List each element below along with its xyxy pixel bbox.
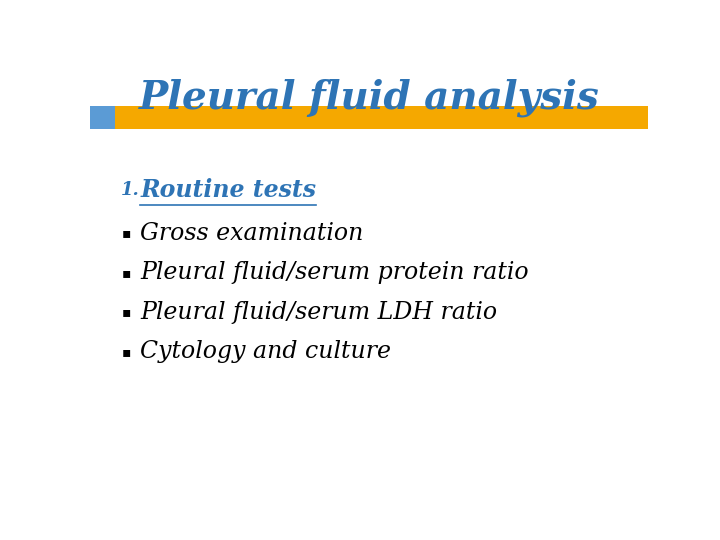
FancyBboxPatch shape <box>90 106 115 129</box>
FancyBboxPatch shape <box>115 106 648 129</box>
Text: Gross examination: Gross examination <box>140 222 364 245</box>
Text: Pleural fluid/serum protein ratio: Pleural fluid/serum protein ratio <box>140 261 529 284</box>
Text: Cytology and culture: Cytology and culture <box>140 340 391 363</box>
Text: ▪: ▪ <box>122 305 131 319</box>
Text: ▪: ▪ <box>122 266 131 280</box>
Text: ▪: ▪ <box>122 345 131 359</box>
Text: ▪: ▪ <box>122 226 131 240</box>
Text: Routine tests: Routine tests <box>140 178 316 201</box>
Text: 1.: 1. <box>121 180 140 199</box>
Text: Pleural fluid analysis: Pleural fluid analysis <box>139 79 599 117</box>
Text: Pleural fluid/serum LDH ratio: Pleural fluid/serum LDH ratio <box>140 301 498 323</box>
